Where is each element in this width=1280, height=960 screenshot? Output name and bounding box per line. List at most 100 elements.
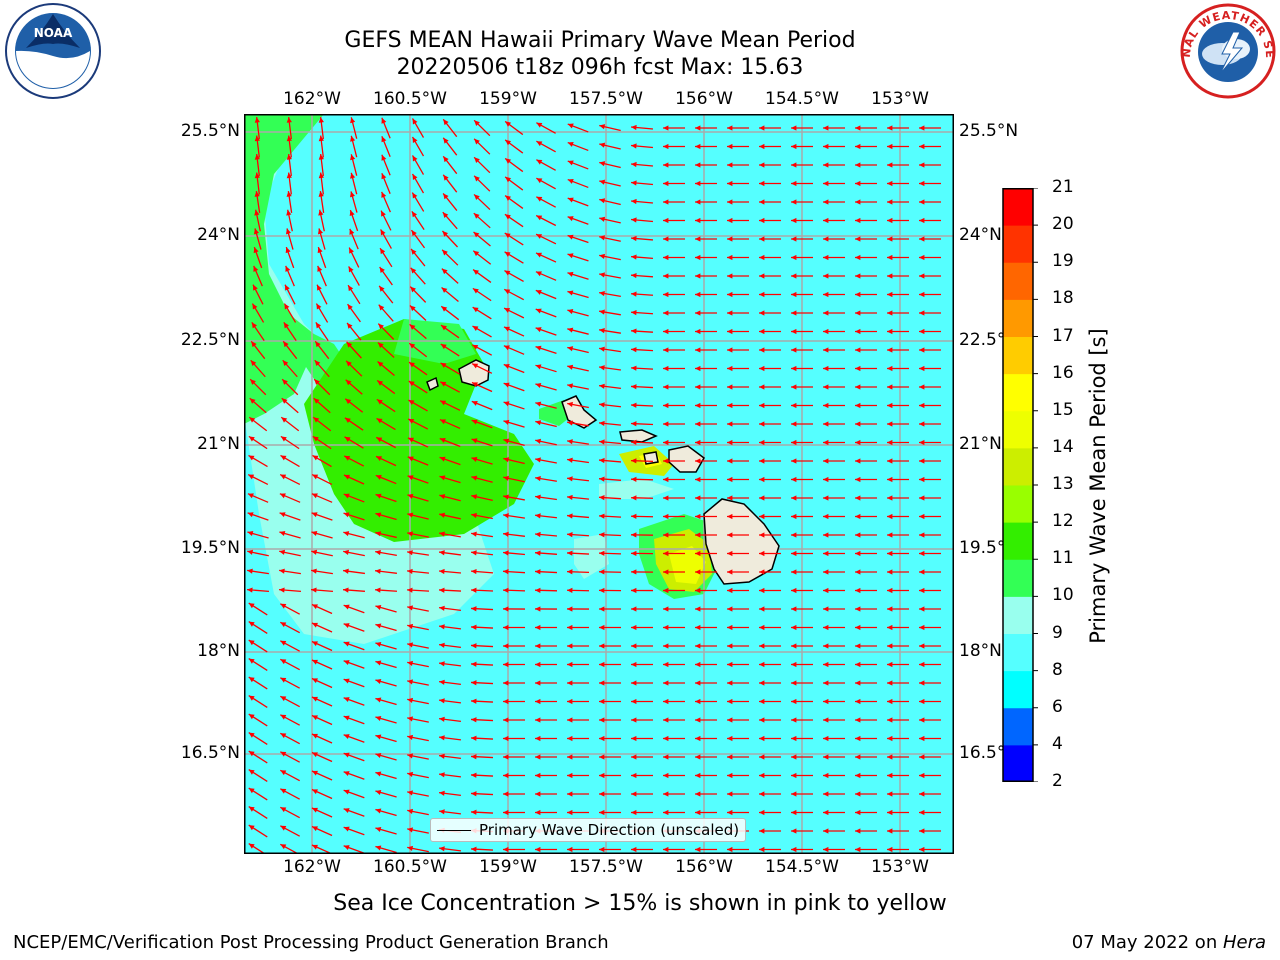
wave-arrow [343, 845, 365, 854]
wave-arrow [408, 399, 428, 412]
wave-arrow [727, 791, 749, 797]
wave-arrow [759, 550, 781, 557]
colorbar-tick: 2 [1052, 771, 1063, 791]
nws-logo: NATIONAL WEATHER SERVICE [1173, 0, 1278, 104]
wave-arrow [504, 251, 524, 264]
wave-arrow [598, 532, 622, 538]
wave-arrow [535, 438, 557, 446]
wave-arrow [727, 513, 749, 520]
wave-arrow [315, 322, 329, 341]
wave-arrow [887, 217, 909, 224]
wave-arrow [823, 735, 845, 742]
colorbar-tick: 11 [1052, 548, 1074, 569]
wave-arrow [855, 698, 877, 705]
wave-arrow [441, 249, 459, 266]
wave-arrow [345, 379, 363, 395]
wave-arrow [534, 531, 558, 538]
lon-tick-top: 159°W [479, 89, 537, 109]
wave-arrow [759, 661, 781, 668]
wave-arrow [470, 661, 494, 667]
wave-arrow [311, 603, 333, 615]
wave-arrow [439, 679, 461, 686]
colorbar-tick: 19 [1052, 251, 1074, 272]
wave-arrow [470, 772, 494, 778]
island-niihau [426, 376, 439, 392]
wave-arrow [663, 143, 685, 150]
wave-arrow [887, 809, 909, 816]
wave-arrow [855, 606, 877, 612]
wave-arrow [823, 624, 845, 631]
wave-arrow [470, 550, 494, 556]
wave-arrow [567, 271, 589, 280]
island-hawaii [703, 498, 780, 585]
wave-arrow [598, 513, 622, 519]
wave-arrow [855, 680, 877, 686]
wave-arrow [919, 717, 941, 723]
lon-tick-bottom: 156°W [675, 857, 733, 877]
wave-arrow [440, 362, 460, 375]
wave-arrow [759, 791, 781, 797]
wave-arrow [599, 698, 621, 705]
wave-arrow [630, 587, 654, 594]
wave-arrow [567, 457, 589, 464]
wave-arrow [887, 384, 909, 390]
wave-arrow [791, 421, 813, 427]
wave-arrow [823, 273, 845, 279]
wave-arrow [567, 661, 589, 668]
wave-arrow [727, 254, 749, 261]
wave-arrow [311, 696, 333, 707]
wave-arrow [283, 303, 297, 323]
wave-arrow [253, 265, 263, 287]
wave-arrow [536, 140, 556, 153]
wave-arrow [280, 732, 300, 745]
wave-arrow [442, 193, 458, 211]
wave-arrow [663, 217, 685, 224]
wave-arrow [567, 197, 589, 207]
wave-arrow [343, 660, 365, 669]
wave-arrow [381, 154, 391, 176]
wave-arrow [855, 791, 877, 797]
wave-arrow [727, 532, 749, 538]
wave-arrow [695, 217, 717, 224]
wave-arrow [503, 494, 525, 501]
wave-arrow [375, 623, 397, 632]
colorbar-swatch [1003, 299, 1033, 337]
wave-arrow [759, 291, 781, 298]
wave-arrow [663, 384, 685, 390]
wave-arrow [631, 680, 653, 686]
wave-arrow [919, 532, 941, 538]
wave-arrow [250, 359, 266, 378]
colorbar-tick: 10 [1052, 585, 1074, 606]
wave-arrow [470, 754, 494, 760]
wave-arrow [440, 381, 460, 393]
wave-arrow [471, 400, 493, 411]
wave-arrow [823, 347, 845, 353]
wave-arrow [887, 532, 909, 538]
wave-arrow [919, 809, 941, 816]
wave-arrow [284, 284, 296, 305]
wave-arrow [567, 234, 589, 244]
wave-arrow [535, 661, 557, 668]
wave-arrow [759, 310, 781, 316]
wave-arrow [695, 384, 717, 390]
period-contour-bigisland-core [669, 546, 706, 584]
wave-arrow [631, 661, 653, 668]
wave-arrow [286, 117, 292, 139]
wave-arrow [411, 210, 425, 231]
map-gridlines [244, 114, 954, 854]
wave-arrow [566, 606, 590, 612]
wave-arrow [441, 230, 459, 248]
wave-arrow [248, 769, 268, 782]
wave-arrow [727, 199, 749, 205]
wave-arrow [343, 531, 365, 539]
wave-arrow [278, 587, 302, 593]
wave-arrow [727, 310, 749, 316]
wave-arrow [887, 772, 909, 779]
wave-arrow [759, 587, 781, 594]
wave-arrow [759, 125, 781, 131]
wave-arrow [381, 117, 391, 139]
wave-arrow [823, 606, 845, 612]
wave-arrow [663, 236, 685, 242]
wave-arrow [887, 402, 909, 409]
wave-arrow [350, 172, 358, 195]
